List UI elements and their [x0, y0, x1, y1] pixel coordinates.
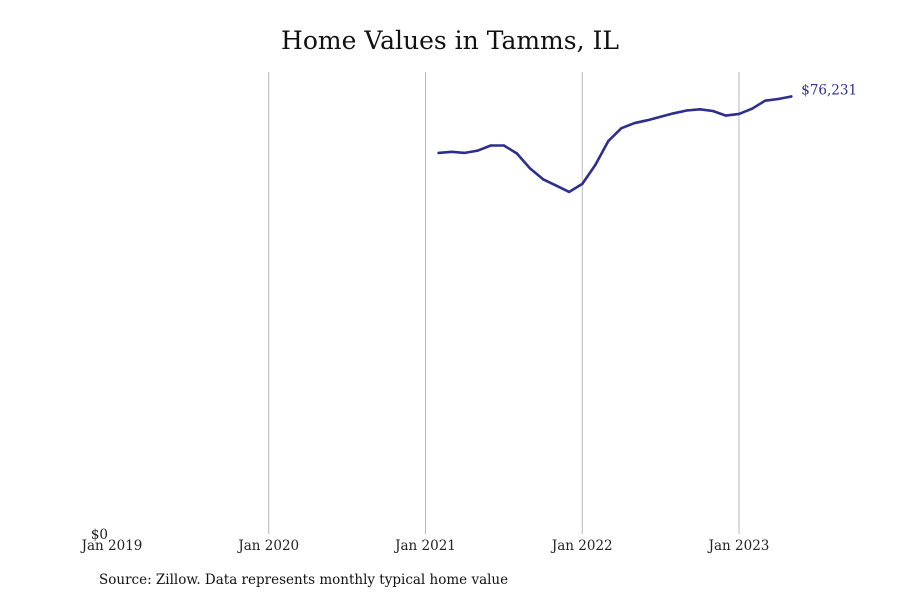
end-value-label: $76,231 — [801, 83, 857, 99]
data-point — [489, 144, 493, 147]
data-point — [476, 149, 479, 152]
chart-title: Home Values in Tamms, IL — [281, 26, 619, 55]
data-point — [463, 151, 466, 155]
data-point — [698, 108, 702, 111]
gridlines — [268, 72, 740, 534]
data-point — [607, 139, 610, 143]
data-point — [750, 107, 754, 110]
series-layer: $76,231 — [437, 83, 857, 194]
data-point — [594, 163, 597, 167]
data-point — [711, 109, 715, 113]
x-tick-label: Jan 2023 — [707, 538, 770, 554]
data-point — [790, 95, 793, 98]
data-point — [450, 150, 453, 153]
data-point — [554, 184, 558, 187]
x-tick-label: Jan 2021 — [393, 538, 456, 554]
data-point — [724, 114, 728, 117]
data-point — [567, 190, 571, 194]
y-tick-label: $0 — [91, 527, 108, 543]
data-point — [541, 178, 545, 181]
data-point — [437, 151, 440, 155]
data-point — [528, 167, 532, 170]
data-point — [763, 99, 767, 102]
axis-labels: Jan 2019 Jan 2020 Jan 2021 Jan 2022 Jan 2023… — [80, 527, 770, 554]
data-point — [620, 127, 623, 130]
data-point — [633, 121, 636, 125]
data-point — [672, 112, 675, 115]
data-point — [581, 182, 584, 186]
data-point — [502, 144, 506, 147]
data-point — [776, 97, 780, 101]
x-tick-label: Jan 2019 — [80, 538, 143, 554]
series-line — [437, 95, 793, 194]
data-point — [646, 119, 649, 122]
data-point — [685, 109, 688, 112]
data-point — [515, 152, 519, 155]
x-tick-label: Jan 2020 — [236, 538, 299, 554]
x-tick-label: Jan 2022 — [550, 538, 613, 554]
data-point — [737, 112, 741, 116]
source-note: Source: Zillow. Data represents monthly … — [99, 572, 509, 588]
data-point — [659, 115, 662, 118]
